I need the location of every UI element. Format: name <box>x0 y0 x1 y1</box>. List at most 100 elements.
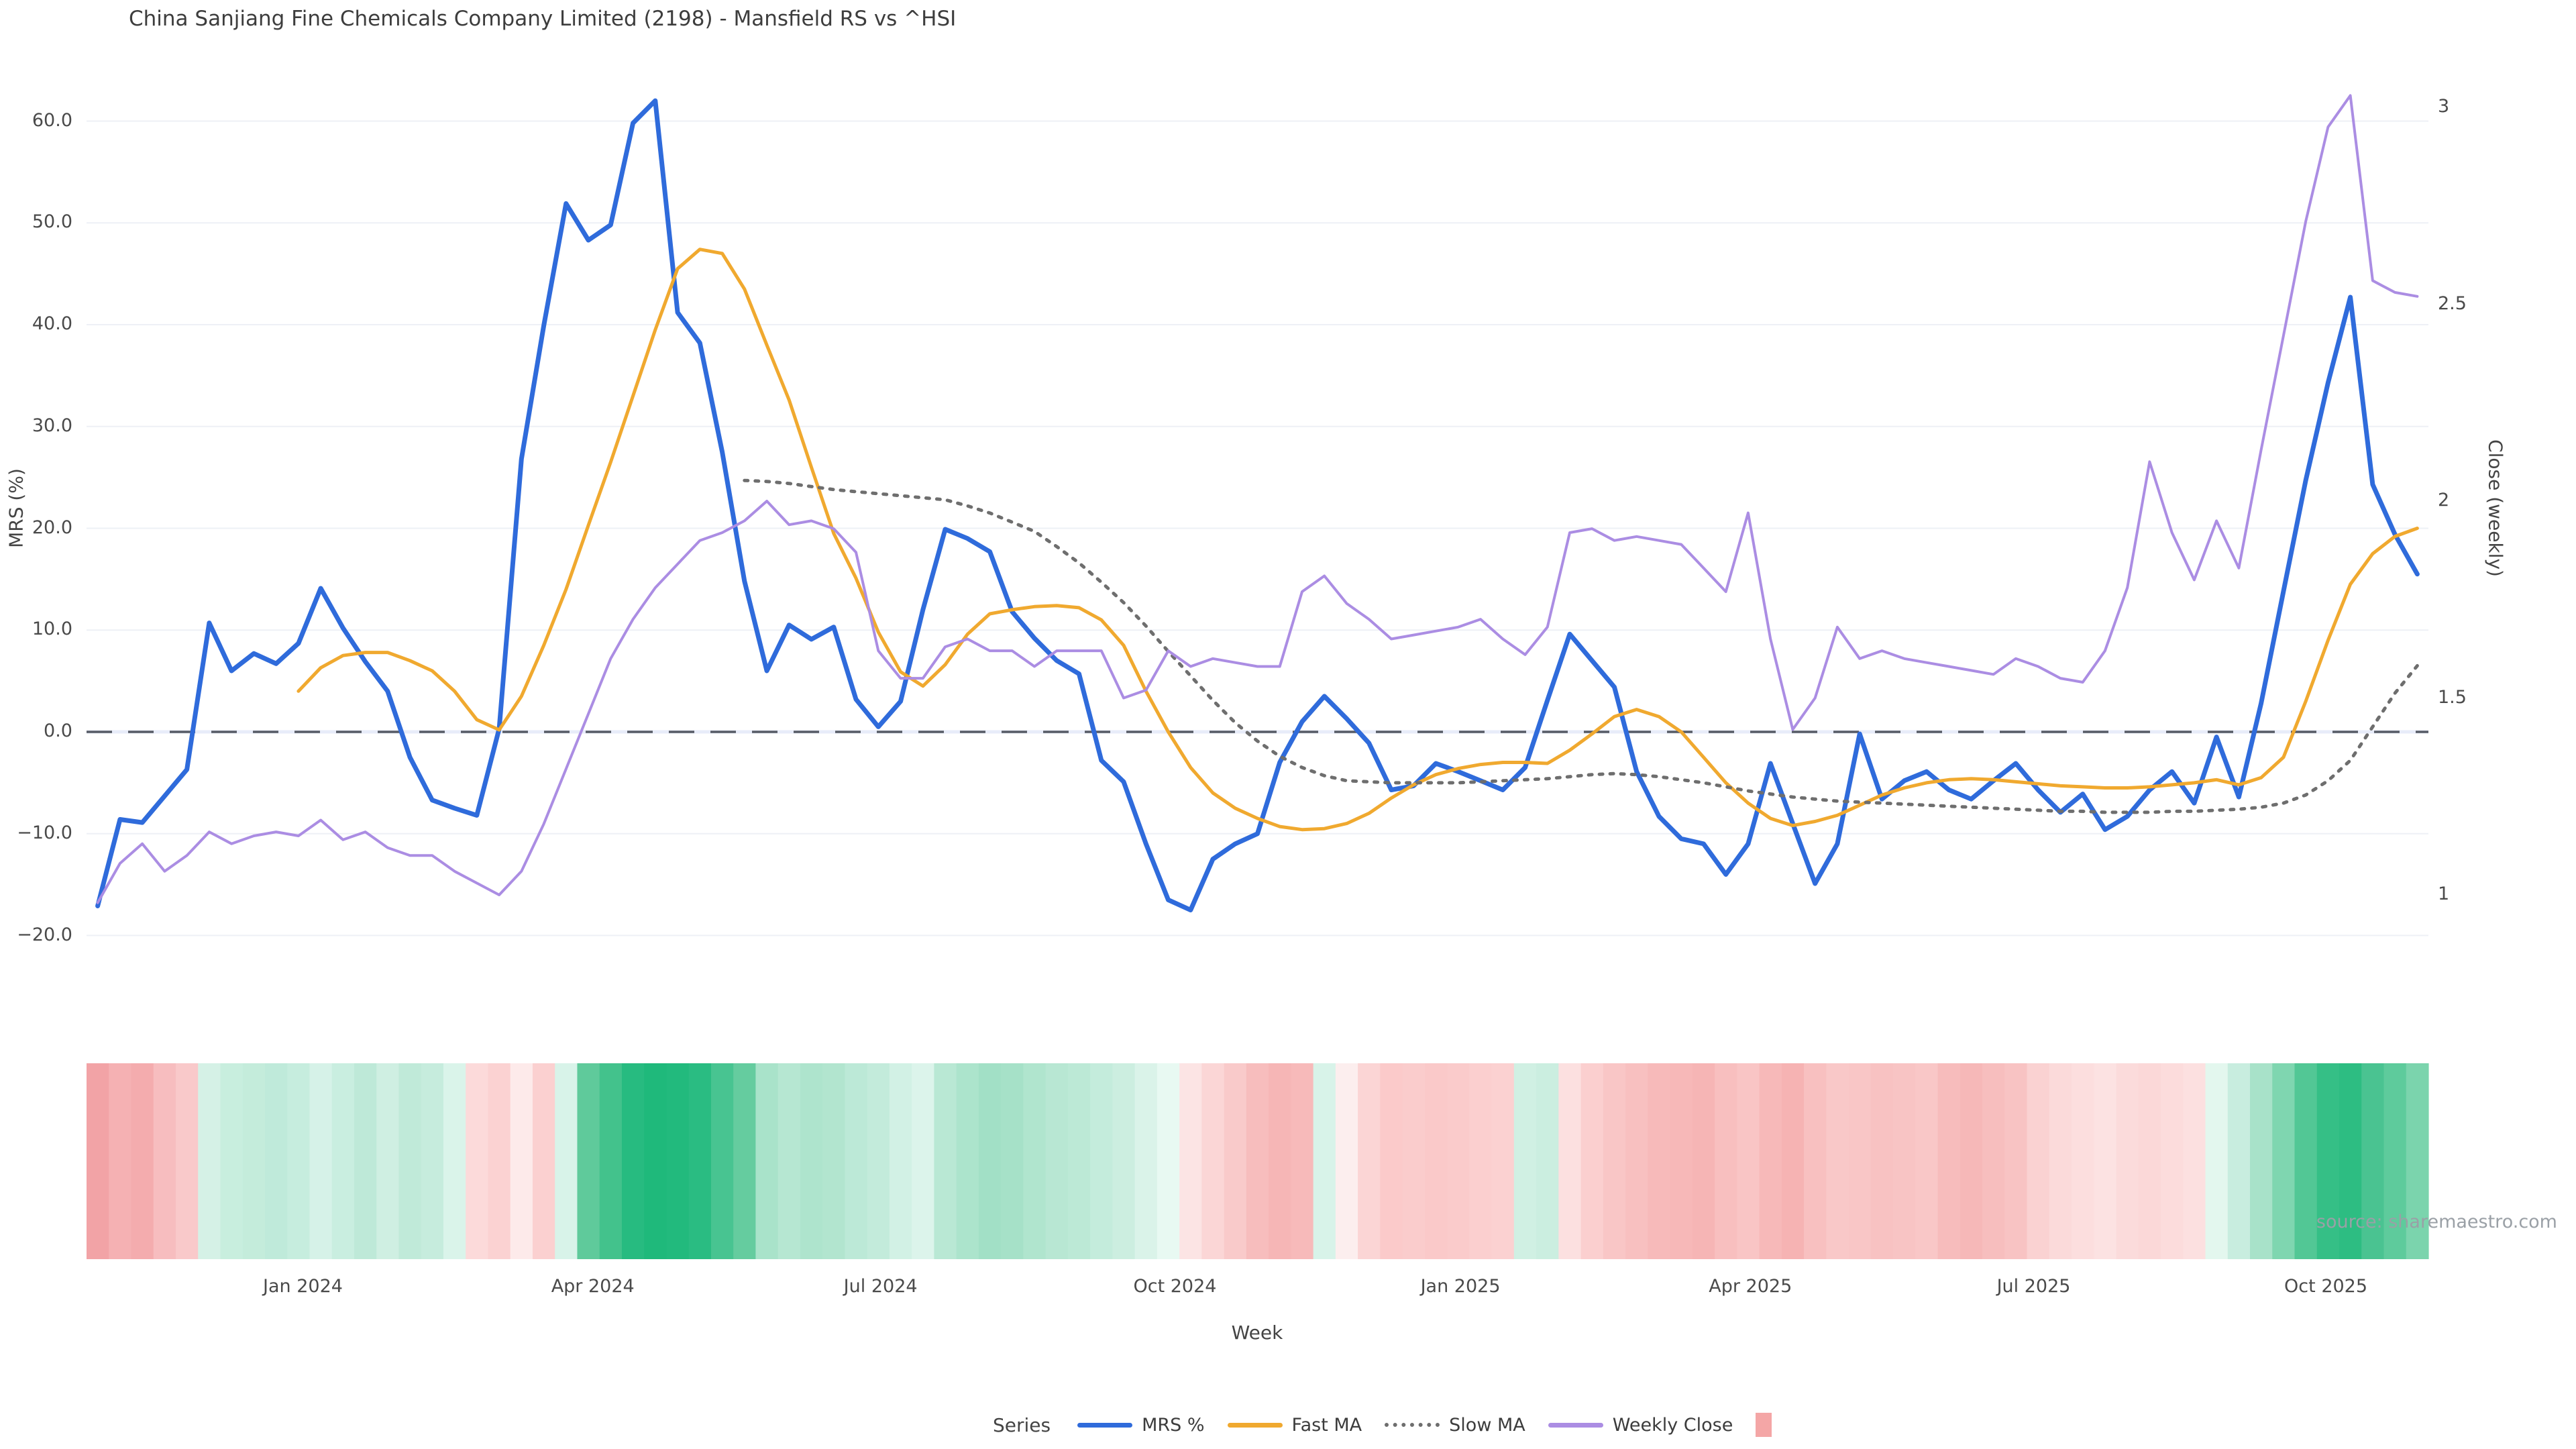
heatmap-cell[interactable] <box>577 1063 600 1259</box>
heatmap-cell[interactable] <box>2361 1063 2385 1259</box>
heatmap-cell[interactable] <box>1536 1063 1559 1259</box>
heatmap-cell[interactable] <box>1291 1063 1314 1259</box>
heatmap-cell[interactable] <box>1692 1063 1715 1259</box>
heatmap-cell[interactable] <box>956 1063 979 1259</box>
heatmap-cell[interactable] <box>1982 1063 2005 1259</box>
heatmap-cell[interactable] <box>1491 1063 1515 1259</box>
heatmap-cell[interactable] <box>1179 1063 1202 1259</box>
heatmap-cell[interactable] <box>2205 1063 2229 1259</box>
heatmap-cell[interactable] <box>1469 1063 1493 1259</box>
heatmap-cell[interactable] <box>1157 1063 1180 1259</box>
heatmap-cell[interactable] <box>1023 1063 1046 1259</box>
heatmap-cell[interactable] <box>555 1063 578 1259</box>
heatmap-cell[interactable] <box>1045 1063 1069 1259</box>
heatmap-cell[interactable] <box>777 1063 801 1259</box>
heatmap-cell[interactable] <box>1625 1063 1648 1259</box>
heatmap-cell[interactable] <box>1804 1063 1827 1259</box>
heatmap-cell[interactable] <box>1670 1063 1693 1259</box>
heatmap-cell[interactable] <box>912 1063 935 1259</box>
heatmap-cell[interactable] <box>1067 1063 1091 1259</box>
heatmap-cell[interactable] <box>2383 1063 2407 1259</box>
heatmap-cell[interactable] <box>1112 1063 1136 1259</box>
legend-item-heatmap[interactable] <box>1756 1413 1772 1437</box>
heatmap-cell[interactable] <box>845 1063 868 1259</box>
heatmap-cell[interactable] <box>1558 1063 1582 1259</box>
heatmap-cell[interactable] <box>1870 1063 1894 1259</box>
heatmap-cell[interactable] <box>2116 1063 2139 1259</box>
heatmap-cell[interactable] <box>2072 1063 2094 1259</box>
heatmap-cell[interactable] <box>309 1063 333 1259</box>
heatmap-cell[interactable] <box>532 1063 555 1259</box>
heatmap-cell[interactable] <box>2316 1063 2340 1259</box>
heatmap-cell[interactable] <box>2004 1063 2028 1259</box>
heatmap-cell[interactable] <box>1224 1063 1247 1259</box>
heatmap-cell[interactable] <box>1781 1063 1805 1259</box>
heatmap-cell[interactable] <box>755 1063 779 1259</box>
heatmap-cell[interactable] <box>354 1063 377 1259</box>
heatmap-cell[interactable] <box>421 1063 444 1259</box>
heatmap-cell[interactable] <box>1246 1063 1269 1259</box>
heatmap-cell[interactable] <box>1380 1063 1403 1259</box>
heatmap-cell[interactable] <box>2049 1063 2072 1259</box>
heatmap-cell[interactable] <box>376 1063 400 1259</box>
heatmap-cell[interactable] <box>1134 1063 1158 1259</box>
heatmap-cell[interactable] <box>443 1063 466 1259</box>
heatmap-cell[interactable] <box>87 1063 109 1259</box>
heatmap-cell[interactable] <box>1269 1063 1291 1259</box>
heatmap-cell[interactable] <box>1358 1063 1381 1259</box>
heatmap-cell[interactable] <box>2138 1063 2161 1259</box>
heatmap-cell[interactable] <box>710 1063 734 1259</box>
heatmap-cell[interactable] <box>175 1063 199 1259</box>
heatmap-cell[interactable] <box>1201 1063 1225 1259</box>
heatmap-cell[interactable] <box>934 1063 957 1259</box>
heatmap-cell[interactable] <box>1648 1063 1671 1259</box>
heatmap-cell[interactable] <box>2294 1063 2318 1259</box>
heatmap-cell[interactable] <box>2227 1063 2251 1259</box>
series-line-slow-ma[interactable] <box>743 478 2419 814</box>
heatmap-cell[interactable] <box>1603 1063 1626 1259</box>
heatmap-cell[interactable] <box>621 1063 645 1259</box>
heatmap-cell[interactable] <box>242 1063 266 1259</box>
heatmap-cell[interactable] <box>1580 1063 1604 1259</box>
heatmap-cell[interactable] <box>688 1063 712 1259</box>
heatmap-cell[interactable] <box>198 1063 221 1259</box>
heatmap-cell[interactable] <box>2161 1063 2184 1259</box>
heatmap-cell[interactable] <box>109 1063 132 1259</box>
heatmap-cell[interactable] <box>1915 1063 1939 1259</box>
heatmap-cell[interactable] <box>666 1063 690 1259</box>
heatmap-cell[interactable] <box>1447 1063 1470 1259</box>
heatmap-cell[interactable] <box>800 1063 823 1259</box>
legend-item-slow-ma[interactable]: Slow MA <box>1385 1415 1525 1436</box>
heatmap-cell[interactable] <box>264 1063 288 1259</box>
heatmap-cell[interactable] <box>1737 1063 1760 1259</box>
heatmap-cell[interactable] <box>510 1063 533 1259</box>
heatmap-cell[interactable] <box>2183 1063 2206 1259</box>
heatmap-cell[interactable] <box>2272 1063 2296 1259</box>
legend-item-mrs-[interactable]: MRS % <box>1077 1415 1205 1436</box>
series-line-fast-ma[interactable] <box>297 248 2419 832</box>
heatmap-cell[interactable] <box>220 1063 244 1259</box>
heatmap-cell[interactable] <box>2094 1063 2117 1259</box>
heatmap-cell[interactable] <box>1715 1063 1737 1259</box>
heatmap-cell[interactable] <box>867 1063 890 1259</box>
heatmap-cell[interactable] <box>978 1063 1002 1259</box>
heatmap-cell[interactable] <box>599 1063 623 1259</box>
heatmap-cell[interactable] <box>488 1063 511 1259</box>
heatmap-cell[interactable] <box>2339 1063 2362 1259</box>
heatmap-cell[interactable] <box>398 1063 422 1259</box>
heatmap-cell[interactable] <box>1759 1063 1782 1259</box>
heatmap-cell[interactable] <box>1937 1063 1961 1259</box>
heatmap-cell[interactable] <box>1090 1063 1113 1259</box>
heatmap-cell[interactable] <box>2250 1063 2273 1259</box>
heatmap-cell[interactable] <box>2027 1063 2050 1259</box>
heatmap-cell[interactable] <box>2406 1063 2429 1259</box>
heatmap-cell[interactable] <box>1402 1063 1426 1259</box>
legend-item-fast-ma[interactable]: Fast MA <box>1227 1415 1362 1436</box>
heatmap-cell[interactable] <box>733 1063 757 1259</box>
heatmap-cell[interactable] <box>466 1063 489 1259</box>
series-line-weekly-close[interactable] <box>96 94 2419 904</box>
heatmap-cell[interactable] <box>822 1063 846 1259</box>
heatmap-cell[interactable] <box>1960 1063 1983 1259</box>
series-line-mrs-[interactable] <box>95 98 2420 913</box>
